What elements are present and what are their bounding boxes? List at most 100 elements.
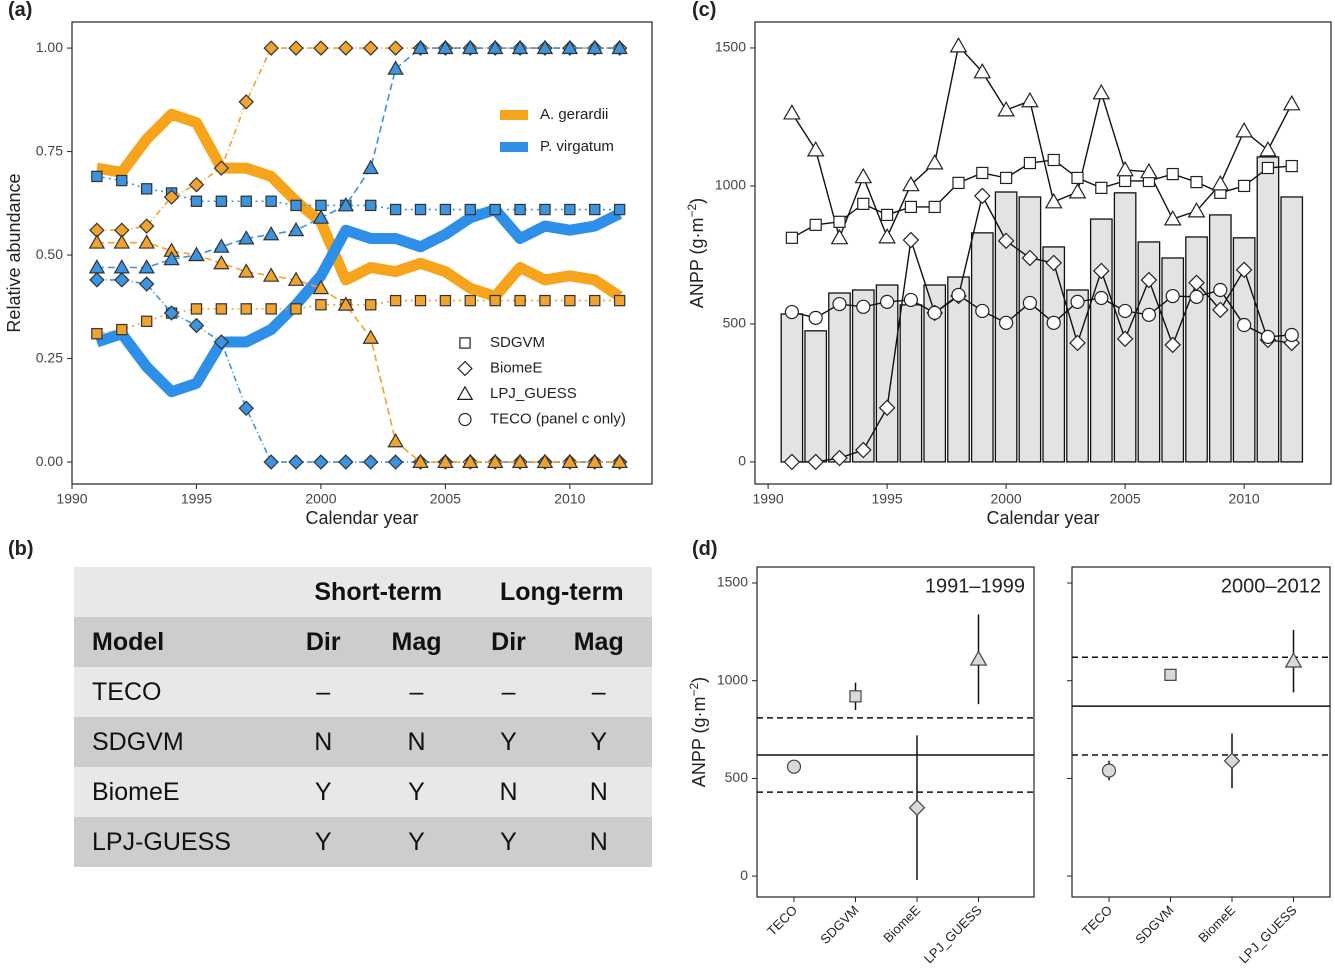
marker-triangle <box>113 259 131 274</box>
bar <box>804 330 828 463</box>
marker-square <box>414 203 427 216</box>
marker-square <box>857 197 870 210</box>
y-axis-label-part: ) <box>687 198 707 204</box>
y-tick-label: 0.50 <box>36 246 63 262</box>
y-tick-label: 1000 <box>717 671 748 687</box>
marker-triangle <box>1282 94 1301 111</box>
bar <box>1113 192 1137 463</box>
marker-triangle <box>412 39 429 55</box>
marker-square <box>539 203 551 216</box>
marker-triangle <box>362 329 379 344</box>
y-tick-label: 1500 <box>715 39 746 55</box>
marker-square <box>190 303 203 315</box>
marker-square <box>1166 167 1179 181</box>
table-cell: Y <box>500 727 517 756</box>
marker-triangle <box>1259 141 1277 157</box>
marker-square <box>116 174 128 187</box>
marker-diamond <box>1069 334 1086 352</box>
marker-diamond <box>997 232 1015 250</box>
marker-triangle <box>1092 83 1111 100</box>
marker-triangle <box>536 39 554 55</box>
marker-triangle <box>163 250 180 266</box>
marker-square <box>833 215 846 228</box>
marker-triangle <box>511 39 529 55</box>
y-tick-label: 1000 <box>715 177 746 193</box>
marker-square <box>489 294 501 307</box>
y-tick-label: 0.00 <box>36 453 63 469</box>
marker-diamond <box>288 40 304 56</box>
marker-triangle <box>387 432 404 448</box>
table-cell: TECO <box>92 677 162 706</box>
marker-diamond <box>878 399 896 417</box>
marker-diamond <box>213 334 230 350</box>
table-column: Model <box>92 627 165 656</box>
bar <box>970 232 994 463</box>
marker-square <box>91 328 103 340</box>
marker-square <box>785 231 799 244</box>
marker-triangle <box>830 228 849 245</box>
bar <box>1089 218 1113 463</box>
marker-triangle <box>213 254 230 270</box>
panel-label: (c) <box>692 0 716 21</box>
y-axis-label-part: ANPP (g·m <box>687 218 707 309</box>
table-cell: Y <box>500 827 517 856</box>
marker-triangle <box>925 154 944 170</box>
x-tick-label: LPJ_GUESS <box>1236 902 1300 966</box>
marker-diamond <box>908 799 926 817</box>
marker-square <box>315 299 327 311</box>
table-cell: SDGVM <box>92 727 184 756</box>
marker-circle <box>999 315 1014 330</box>
marker-square <box>215 195 228 207</box>
marker-diamond <box>313 454 329 470</box>
marker-diamond <box>338 454 354 470</box>
marker-square <box>613 294 626 307</box>
x-axis-label: Calendar year <box>986 508 1099 528</box>
marker-triangle <box>1235 122 1253 138</box>
series-line <box>96 47 620 269</box>
marker-square <box>240 195 252 207</box>
marker-circle <box>808 310 823 325</box>
y-axis-label-part: ) <box>689 677 709 683</box>
series-line <box>96 241 620 463</box>
bar <box>875 284 899 463</box>
marker-diamond <box>1116 330 1134 348</box>
table-cell: LPJ-GUESS <box>92 827 231 856</box>
marker-diamond <box>188 317 205 334</box>
y-axis-label: ANPP (g·m−2) <box>685 198 707 308</box>
legend-label: LPJ_GUESS <box>490 385 577 402</box>
marker-circle <box>975 303 990 319</box>
marker-triangle <box>611 453 628 469</box>
marker-square <box>190 195 203 207</box>
table-row: LPJ-GUESS Y Y Y N <box>74 817 652 867</box>
marker-diamond <box>89 272 105 288</box>
plot-frame <box>754 21 1332 485</box>
marker-diamond <box>1021 249 1039 267</box>
y-axis-label-part: ANPP (g·m <box>689 697 709 788</box>
marker-diamond <box>362 40 379 56</box>
marker-square <box>514 294 526 307</box>
marker-diamond <box>387 40 404 56</box>
table-header: Long-term <box>499 577 624 606</box>
legend-marker <box>459 337 471 349</box>
legend-label: SDGVM <box>490 334 545 351</box>
table-cell: Y <box>314 827 332 856</box>
legend-marker <box>456 385 474 400</box>
marker-diamond <box>238 400 254 416</box>
marker-triangle <box>1044 192 1063 209</box>
bar <box>1042 246 1066 463</box>
panel-label: (d) <box>692 538 718 560</box>
table-cell: – <box>591 677 606 706</box>
x-axis-label: Calendar year <box>305 508 418 528</box>
marker-triangle <box>238 263 255 278</box>
x-tick-label: 2000 <box>305 491 336 507</box>
table-cell <box>74 567 285 617</box>
marker-diamond <box>1223 752 1241 770</box>
marker-triangle <box>561 453 579 469</box>
marker-triangle <box>188 246 205 262</box>
marker-triangle <box>611 39 628 55</box>
marker-triangle <box>973 62 992 79</box>
x-tick-label: 2000 <box>991 491 1022 507</box>
table-header-row: Short-term Long-term <box>74 567 652 617</box>
marker-diamond <box>138 218 155 234</box>
table-cell: N <box>499 777 518 806</box>
